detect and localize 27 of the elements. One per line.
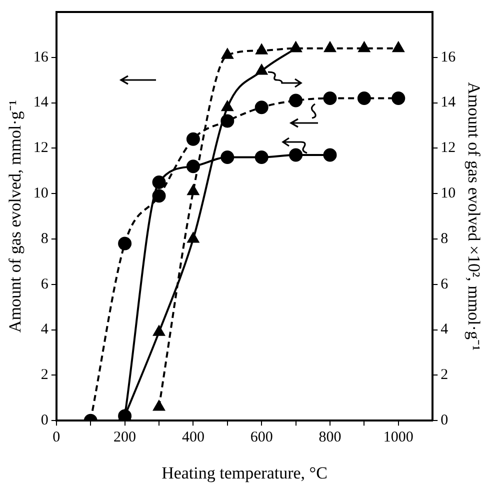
y2-tick-label: 12 — [440, 140, 456, 156]
x-tick-label: 800 — [318, 430, 342, 446]
y2-tick-label: 8 — [440, 230, 448, 247]
y-tick-label: 10 — [33, 186, 48, 202]
x-tick-label: 200 — [114, 430, 136, 446]
x-tick-label: 1000 — [383, 430, 414, 446]
x-tick-label: 600 — [250, 430, 273, 446]
y-tick-label: 14 — [33, 94, 49, 111]
y-tick-label: 0 — [40, 412, 48, 429]
y-tick-label: 4 — [40, 322, 49, 338]
y-axis-title: Amount of gas evolved, mmol·g⁻¹ — [6, 100, 25, 333]
y2-tick-label: 10 — [440, 186, 456, 202]
x-tick-label: 400 — [182, 430, 204, 446]
y2-tick-label: 4 — [440, 322, 449, 338]
y2-tick-label: 0 — [440, 412, 448, 429]
y-tick-label: 8 — [40, 230, 48, 247]
y2-tick-label: 14 — [440, 94, 456, 111]
x-tick-label: 0 — [52, 430, 60, 446]
y2-tick-label: 2 — [440, 367, 448, 384]
y-tick-label: 16 — [33, 49, 49, 66]
y2-tick-label: 16 — [440, 49, 456, 66]
y2-axis-title: Amount of gas evolved ×10², mmol·g⁻¹ — [464, 82, 484, 351]
x-axis-title: Heating temperature, °C — [162, 463, 328, 482]
y2-tick-label: 6 — [440, 276, 449, 292]
y-tick-label: 6 — [40, 276, 49, 292]
y-tick-label: 12 — [33, 140, 48, 156]
y-tick-label: 2 — [40, 367, 48, 384]
